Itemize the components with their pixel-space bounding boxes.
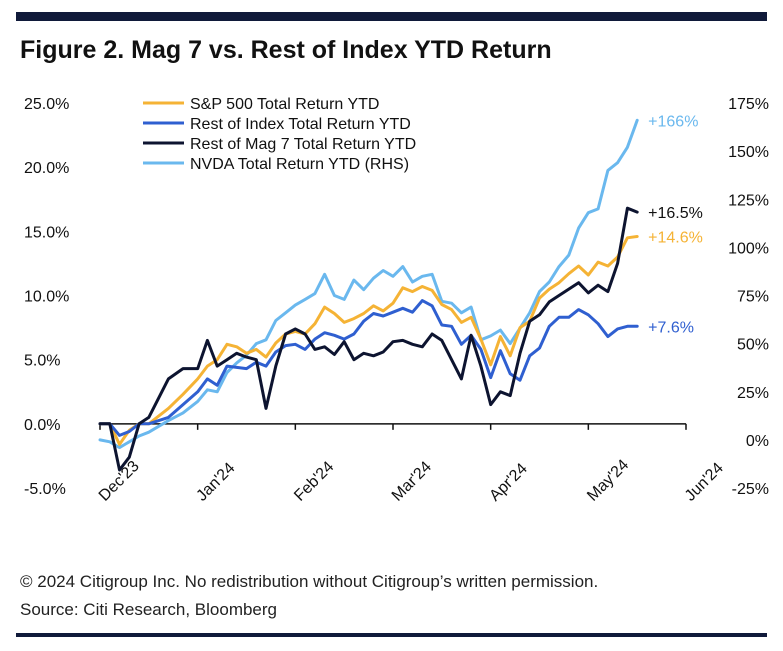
y-left-tick-label: 20.0%: [24, 160, 69, 177]
y-right-tick-label: 75%: [737, 289, 769, 306]
x-tick-label: Jan'24: [193, 460, 238, 505]
source-note: Source: Citi Research, Bloomberg: [20, 600, 278, 619]
y-right-tick-label: 150%: [728, 144, 769, 161]
y-right-tick-label: 25%: [737, 385, 769, 402]
y-left-tick-label: -5.0%: [24, 481, 66, 498]
y-right-tick-label: 100%: [728, 240, 769, 257]
y-right-tick-label: 125%: [728, 192, 769, 209]
bottom-rule: [16, 633, 767, 637]
series-line-3: [98, 118, 639, 450]
series-end-labels: +14.6% +7.6% +16.5% +166%: [648, 113, 703, 336]
series-line-2: [98, 206, 639, 472]
series-line-0: [98, 235, 639, 446]
legend-label: S&P 500 Total Return YTD: [190, 96, 379, 113]
end-label: +166%: [648, 113, 698, 130]
y-right-tick-label: 0%: [746, 433, 769, 450]
y-right-tick-label: 175%: [728, 96, 769, 113]
end-label: +7.6%: [648, 319, 694, 336]
y-left-tick-label: 25.0%: [24, 96, 69, 113]
chart-legend: S&P 500 Total Return YTD Rest of Index To…: [143, 96, 416, 173]
x-tick-label: May'24: [584, 456, 632, 504]
figure-title: Figure 2. Mag 7 vs. Rest of Index YTD Re…: [20, 36, 552, 64]
copyright-note: © 2024 Citigroup Inc. No redistribution …: [20, 572, 599, 591]
x-tick-label: Jun'24: [682, 460, 727, 505]
y-left-tick-label: 10.0%: [24, 289, 69, 306]
y-left-tick-label: 15.0%: [24, 224, 69, 241]
x-tick-label: Feb'24: [291, 458, 337, 504]
y-right-tick-label: 50%: [737, 337, 769, 354]
x-tick-label: Mar'24: [389, 458, 435, 504]
x-tick-label: Apr'24: [486, 460, 530, 504]
top-rule: [16, 12, 767, 21]
legend-label: NVDA Total Return YTD (RHS): [190, 156, 409, 173]
y-right-tick-label: -25%: [732, 481, 769, 498]
series-line-1: [98, 299, 639, 437]
chart-series: [98, 118, 639, 472]
legend-label: Rest of Mag 7 Total Return YTD: [190, 136, 416, 153]
end-label: +14.6%: [648, 229, 703, 246]
y-left-tick-label: 0.0%: [24, 417, 60, 434]
end-label: +16.5%: [648, 205, 703, 222]
y-left-tick-label: 5.0%: [24, 353, 60, 370]
legend-label: Rest of Index Total Return YTD: [190, 116, 411, 133]
